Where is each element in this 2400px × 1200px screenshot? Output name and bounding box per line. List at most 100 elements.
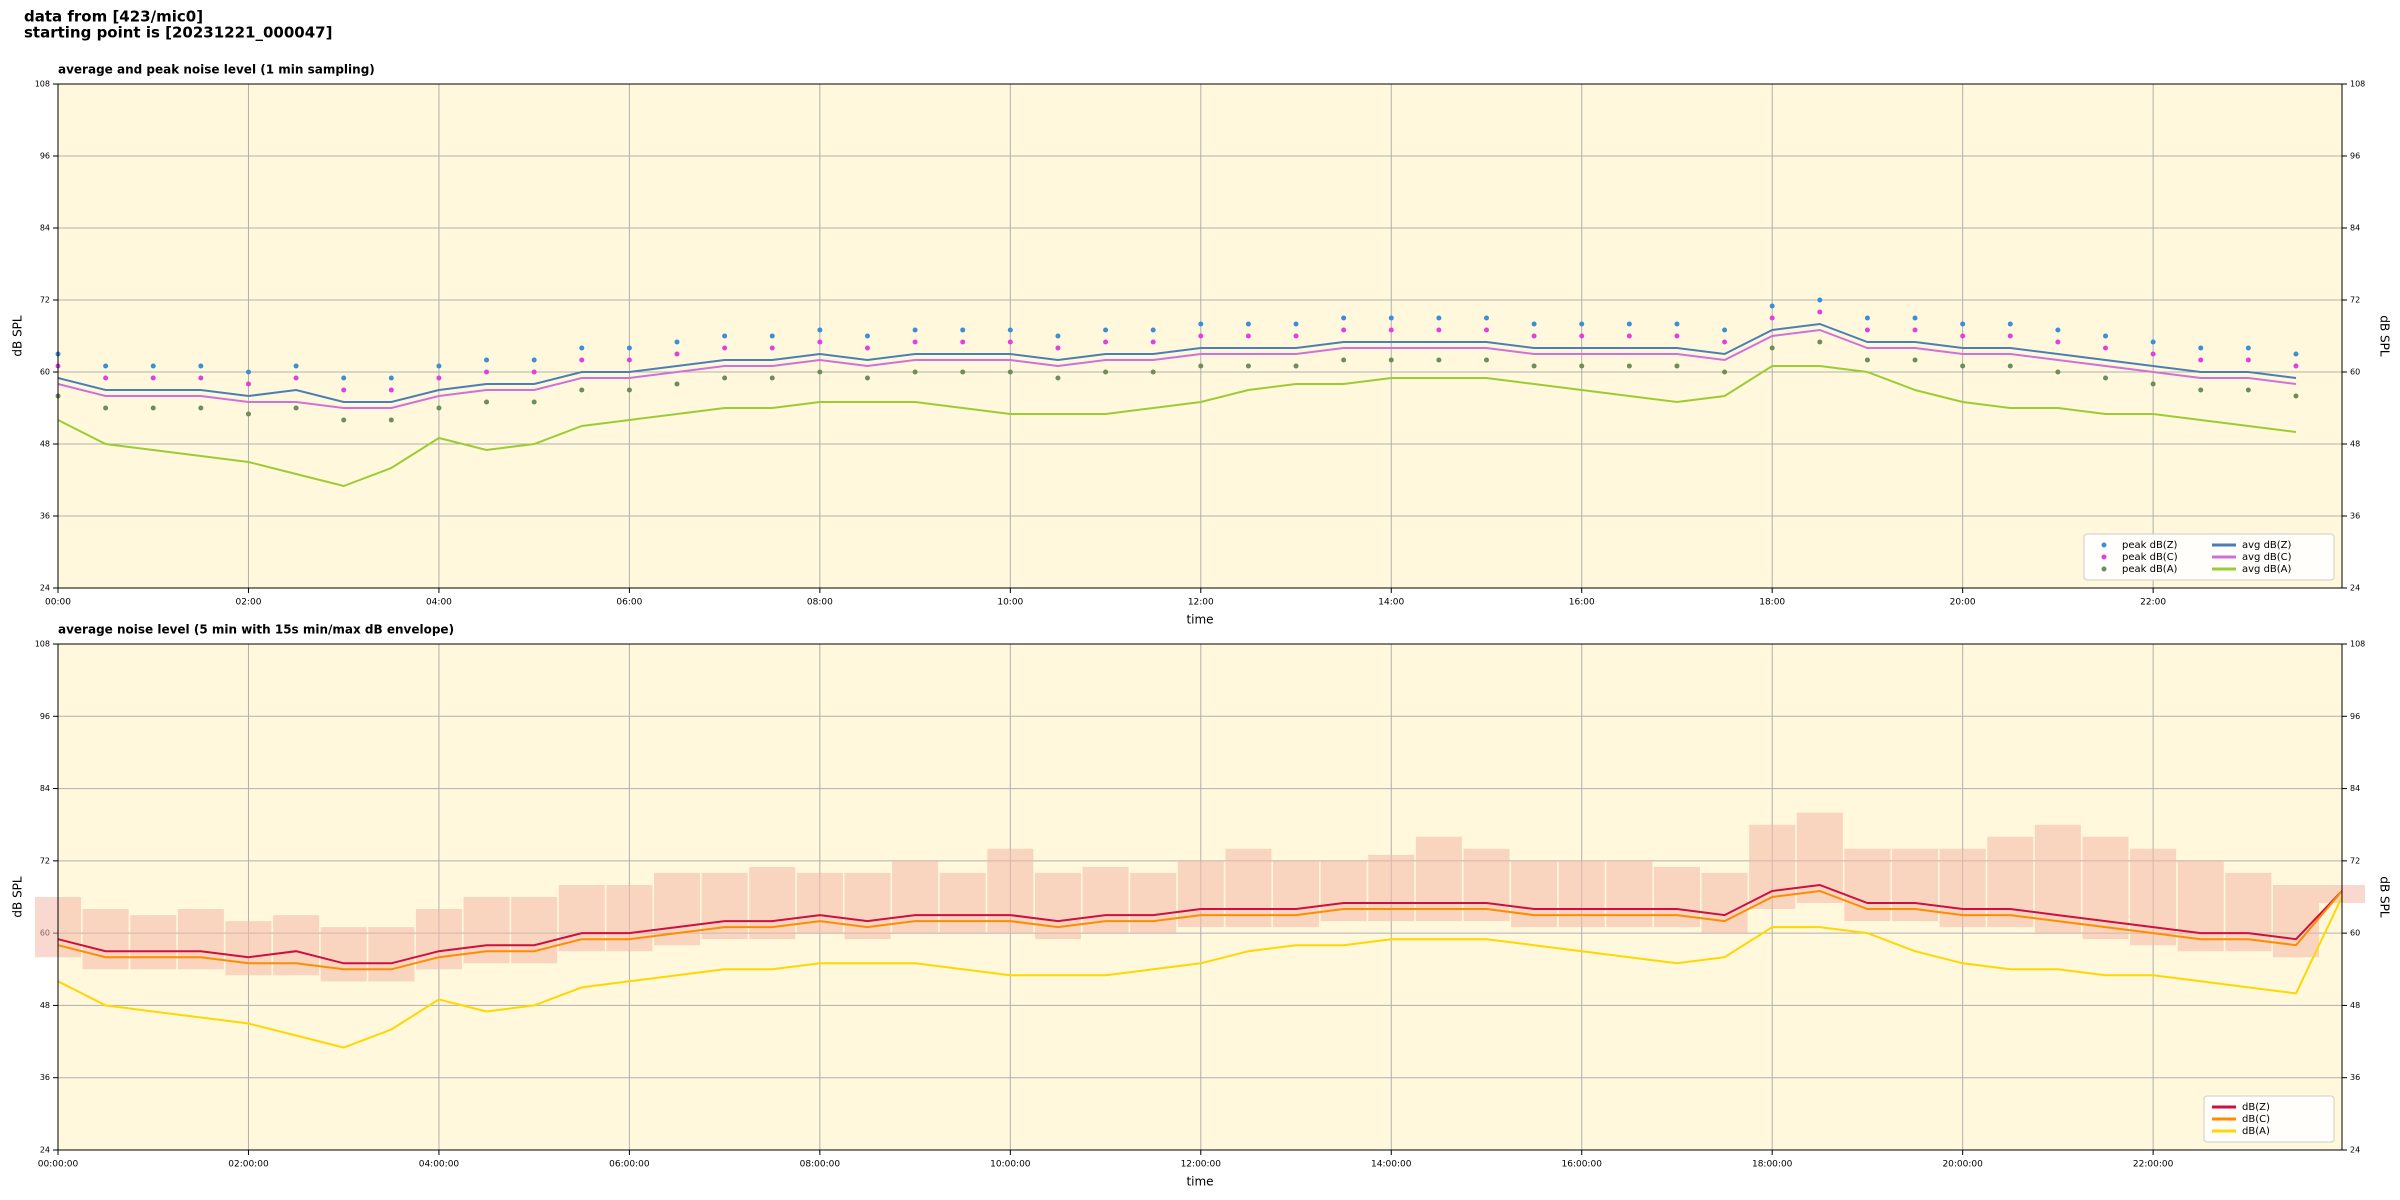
peak-dot: [1626, 333, 1632, 339]
peak-dot: [674, 339, 680, 345]
peak-dot: [1579, 321, 1585, 327]
y-tick-label: 96: [40, 712, 50, 721]
x-tick-label: 10:00: [997, 598, 1023, 608]
peak-dot: [769, 333, 775, 339]
peak-dot: [626, 357, 632, 363]
header-line: data from [423/mic0]: [24, 8, 203, 26]
y-tick-label-right: 84: [2350, 224, 2360, 233]
peak-dot: [817, 339, 823, 345]
peak-dot: [2007, 333, 2013, 339]
peak-dot: [1531, 321, 1537, 327]
peak-dot: [1103, 327, 1109, 333]
peak-dot: [1198, 333, 1204, 339]
peak-dot: [1817, 297, 1823, 303]
peak-dot: [1674, 321, 1680, 327]
peak-dot: [579, 345, 585, 351]
peak-dot: [960, 327, 966, 333]
legend-label: dB(Z): [2242, 1102, 2270, 1113]
x-tick-label: 18:00:00: [1752, 1160, 1793, 1170]
y-tick-label-right: 24: [2350, 1146, 2360, 1155]
legend-label: avg dB(Z): [2242, 540, 2292, 551]
peak-dot: [293, 363, 299, 369]
legend-marker: [2101, 542, 2107, 548]
x-axis-label: time: [1186, 613, 1213, 627]
peak-dot: [579, 387, 585, 393]
series-line: [57, 896, 2343, 1049]
peak-dot: [674, 351, 680, 357]
peak-dot: [436, 363, 442, 369]
peak-dot: [1864, 357, 1870, 363]
series-line: [57, 889, 2343, 971]
peak-dot: [722, 375, 728, 381]
peak-dot: [2055, 369, 2061, 375]
subplot-title: average and peak noise level (1 min samp…: [58, 63, 375, 77]
x-tick-label: 00:00:00: [38, 1160, 79, 1170]
peak-dot: [579, 357, 585, 363]
peak-dot: [1531, 333, 1537, 339]
peak-dot: [1341, 357, 1347, 363]
plot-frame: [57, 643, 2343, 1151]
peak-dot: [1769, 303, 1775, 309]
peak-dot: [1055, 333, 1061, 339]
peak-dot: [960, 369, 966, 375]
peak-dot: [436, 375, 442, 381]
peak-dot: [1864, 327, 1870, 333]
peak-dot: [1674, 333, 1680, 339]
peak-dot: [2198, 357, 2204, 363]
x-tick-label: 14:00: [1378, 598, 1404, 608]
peak-dot: [1055, 375, 1061, 381]
y-tick-label-right: 48: [2350, 1001, 2360, 1010]
legend-label: avg dB(A): [2242, 564, 2292, 575]
peak-dot: [626, 345, 632, 351]
peak-dot: [2055, 327, 2061, 333]
peak-dot: [2007, 363, 2013, 369]
peak-dot: [1341, 327, 1347, 333]
y-tick-label-right: 108: [2350, 640, 2365, 649]
peak-dot: [2245, 357, 2251, 363]
peak-dot: [2293, 393, 2299, 399]
peak-dot: [103, 375, 109, 381]
peak-dot: [341, 417, 347, 423]
peak-dot: [2198, 387, 2204, 393]
peak-dot: [388, 417, 394, 423]
peak-dot: [293, 375, 299, 381]
legend-marker: [2101, 554, 2107, 560]
y-tick-label: 36: [40, 512, 50, 521]
x-tick-label: 20:00: [1950, 598, 1976, 608]
peak-dot: [1722, 339, 1728, 345]
peak-dot: [1245, 333, 1251, 339]
peak-dot: [293, 405, 299, 411]
peak-dot: [1150, 327, 1156, 333]
peak-dot: [2007, 321, 2013, 327]
peak-dot: [960, 339, 966, 345]
peak-dot: [1198, 363, 1204, 369]
x-tick-label: 18:00: [1759, 598, 1785, 608]
peak-dot: [2245, 345, 2251, 351]
y-tick-label: 60: [40, 368, 50, 377]
peak-dot: [1817, 339, 1823, 345]
x-tick-label: 06:00:00: [609, 1160, 650, 1170]
peak-dot: [1769, 315, 1775, 321]
peak-dot: [1722, 327, 1728, 333]
x-tick-label: 02:00:00: [228, 1160, 269, 1170]
peak-dot: [1864, 315, 1870, 321]
peak-dot: [912, 369, 918, 375]
peak-dot: [436, 405, 442, 411]
peak-dot: [1960, 363, 1966, 369]
peak-dot: [531, 399, 537, 405]
series-line: [57, 322, 2297, 403]
peak-dot: [2293, 351, 2299, 357]
x-tick-label: 16:00:00: [1562, 1160, 1603, 1170]
x-tick-label: 00:00: [45, 598, 71, 608]
peak-dot: [103, 363, 109, 369]
peak-dot: [245, 381, 251, 387]
peak-dot: [1960, 333, 1966, 339]
peak-dot: [1579, 333, 1585, 339]
x-tick-label: 08:00:00: [800, 1160, 841, 1170]
x-tick-label: 10:00:00: [990, 1160, 1031, 1170]
subplot-title: average noise level (5 min with 15s min/…: [58, 623, 454, 637]
legend-label: peak dB(Z): [2122, 540, 2178, 551]
peak-dot: [2055, 339, 2061, 345]
peak-dot: [2150, 381, 2156, 387]
